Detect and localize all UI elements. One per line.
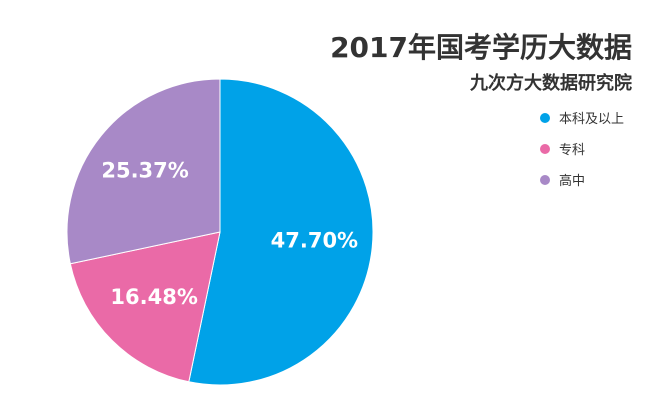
chart-subtitle: 九次方大数据研究院 bbox=[470, 73, 632, 94]
legend-marker-undergrad bbox=[540, 112, 550, 123]
legend-item-undergrad: 本科及以上 bbox=[540, 102, 660, 133]
slice-label-undergrad: 47.70% bbox=[271, 229, 358, 253]
legend-item-college: 专科 bbox=[540, 133, 660, 164]
pie-slice-college bbox=[69, 231, 221, 383]
legend-marker-highschool bbox=[540, 174, 550, 185]
pie-slice-undergrad bbox=[188, 78, 374, 386]
legend-label-undergrad: 本科及以上 bbox=[559, 112, 625, 127]
legend: 本科及以上 专科 高中 bbox=[540, 102, 660, 195]
legend-label-college: 专科 bbox=[559, 143, 586, 158]
legend-item-highschool: 高中 bbox=[540, 164, 660, 195]
slice-label-highschool: 25.37% bbox=[101, 158, 188, 182]
pie-slice-highschool bbox=[66, 78, 221, 265]
chart-title: 2017年国考学历大数据 bbox=[330, 31, 632, 64]
legend-marker-college bbox=[540, 143, 550, 154]
legend-label-highschool: 高中 bbox=[559, 174, 586, 189]
slice-label-college: 16.48% bbox=[110, 285, 197, 309]
